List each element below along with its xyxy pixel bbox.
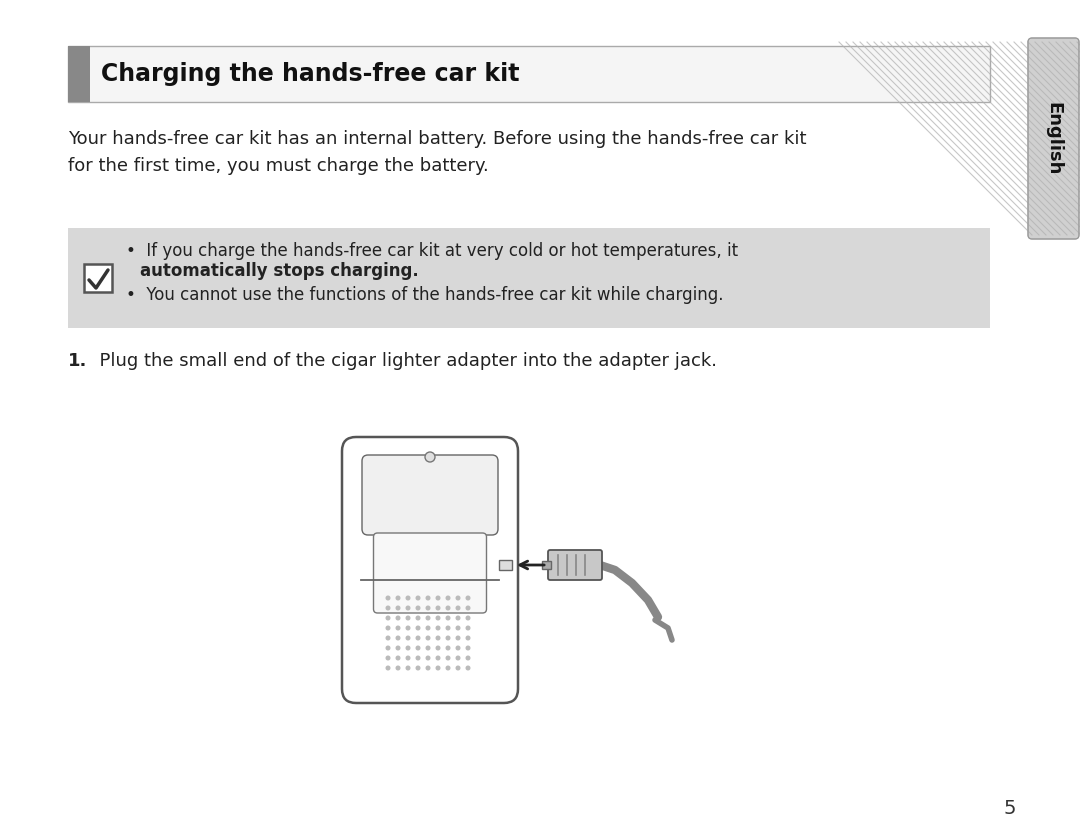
Circle shape (456, 636, 460, 640)
FancyBboxPatch shape (342, 437, 518, 703)
Bar (68, 228, 990, 328)
Circle shape (467, 606, 470, 610)
Circle shape (436, 606, 440, 610)
Circle shape (427, 626, 430, 630)
Text: 1.: 1. (68, 352, 87, 370)
Text: Your hands-free car kit has an internal battery. Before using the hands-free car: Your hands-free car kit has an internal … (68, 130, 807, 175)
FancyBboxPatch shape (362, 455, 498, 535)
Circle shape (406, 606, 409, 610)
Circle shape (446, 596, 449, 600)
Circle shape (436, 656, 440, 659)
Text: English: English (1044, 102, 1063, 176)
Circle shape (406, 617, 409, 620)
Circle shape (436, 646, 440, 650)
Circle shape (396, 596, 400, 600)
Circle shape (406, 646, 409, 650)
Circle shape (467, 656, 470, 659)
Circle shape (446, 617, 449, 620)
Circle shape (436, 666, 440, 669)
Circle shape (416, 596, 420, 600)
Circle shape (446, 656, 449, 659)
Circle shape (416, 656, 420, 659)
Circle shape (396, 646, 400, 650)
Circle shape (427, 636, 430, 640)
Text: 5: 5 (1003, 799, 1016, 818)
Text: Plug the small end of the cigar lighter adapter into the adapter jack.: Plug the small end of the cigar lighter … (87, 352, 717, 370)
Circle shape (446, 626, 449, 630)
Circle shape (456, 666, 460, 669)
Circle shape (446, 606, 449, 610)
Text: Charging the hands-free car kit: Charging the hands-free car kit (102, 62, 519, 86)
Circle shape (467, 626, 470, 630)
Circle shape (416, 646, 420, 650)
Circle shape (396, 617, 400, 620)
Circle shape (456, 626, 460, 630)
Circle shape (406, 636, 409, 640)
Circle shape (467, 636, 470, 640)
Circle shape (427, 596, 430, 600)
Circle shape (416, 626, 420, 630)
Circle shape (387, 596, 390, 600)
Circle shape (446, 636, 449, 640)
Text: •  If you charge the hands-free car kit at very cold or hot temperatures, it: • If you charge the hands-free car kit a… (126, 242, 738, 260)
Circle shape (436, 596, 440, 600)
Circle shape (456, 606, 460, 610)
Text: automatically stops charging.: automatically stops charging. (140, 262, 419, 280)
Circle shape (446, 646, 449, 650)
FancyBboxPatch shape (548, 550, 602, 580)
Circle shape (406, 626, 409, 630)
Circle shape (406, 666, 409, 669)
Circle shape (467, 617, 470, 620)
Circle shape (427, 606, 430, 610)
Circle shape (396, 626, 400, 630)
Circle shape (416, 636, 420, 640)
Circle shape (427, 656, 430, 659)
Circle shape (416, 666, 420, 669)
Circle shape (436, 636, 440, 640)
Bar (68, 46, 990, 102)
Circle shape (436, 617, 440, 620)
Circle shape (406, 656, 409, 659)
Bar (84, 264, 112, 292)
Circle shape (467, 666, 470, 669)
Circle shape (427, 617, 430, 620)
Circle shape (467, 646, 470, 650)
Circle shape (396, 606, 400, 610)
Circle shape (456, 596, 460, 600)
Circle shape (456, 617, 460, 620)
Bar (68, 46, 90, 102)
Circle shape (436, 626, 440, 630)
Circle shape (396, 666, 400, 669)
Circle shape (467, 596, 470, 600)
Bar (499, 560, 512, 570)
Circle shape (387, 606, 390, 610)
Circle shape (396, 636, 400, 640)
Circle shape (406, 596, 409, 600)
Circle shape (426, 452, 435, 462)
FancyBboxPatch shape (374, 533, 486, 613)
Circle shape (416, 606, 420, 610)
Circle shape (416, 617, 420, 620)
Circle shape (446, 666, 449, 669)
Circle shape (387, 666, 390, 669)
Circle shape (387, 626, 390, 630)
Bar (542, 561, 551, 569)
Circle shape (456, 646, 460, 650)
Circle shape (387, 656, 390, 659)
FancyBboxPatch shape (1028, 38, 1079, 239)
Circle shape (387, 646, 390, 650)
Circle shape (456, 656, 460, 659)
Circle shape (427, 646, 430, 650)
Text: •  You cannot use the functions of the hands-free car kit while charging.: • You cannot use the functions of the ha… (126, 286, 724, 304)
Circle shape (387, 617, 390, 620)
Circle shape (427, 666, 430, 669)
Circle shape (396, 656, 400, 659)
Circle shape (387, 636, 390, 640)
